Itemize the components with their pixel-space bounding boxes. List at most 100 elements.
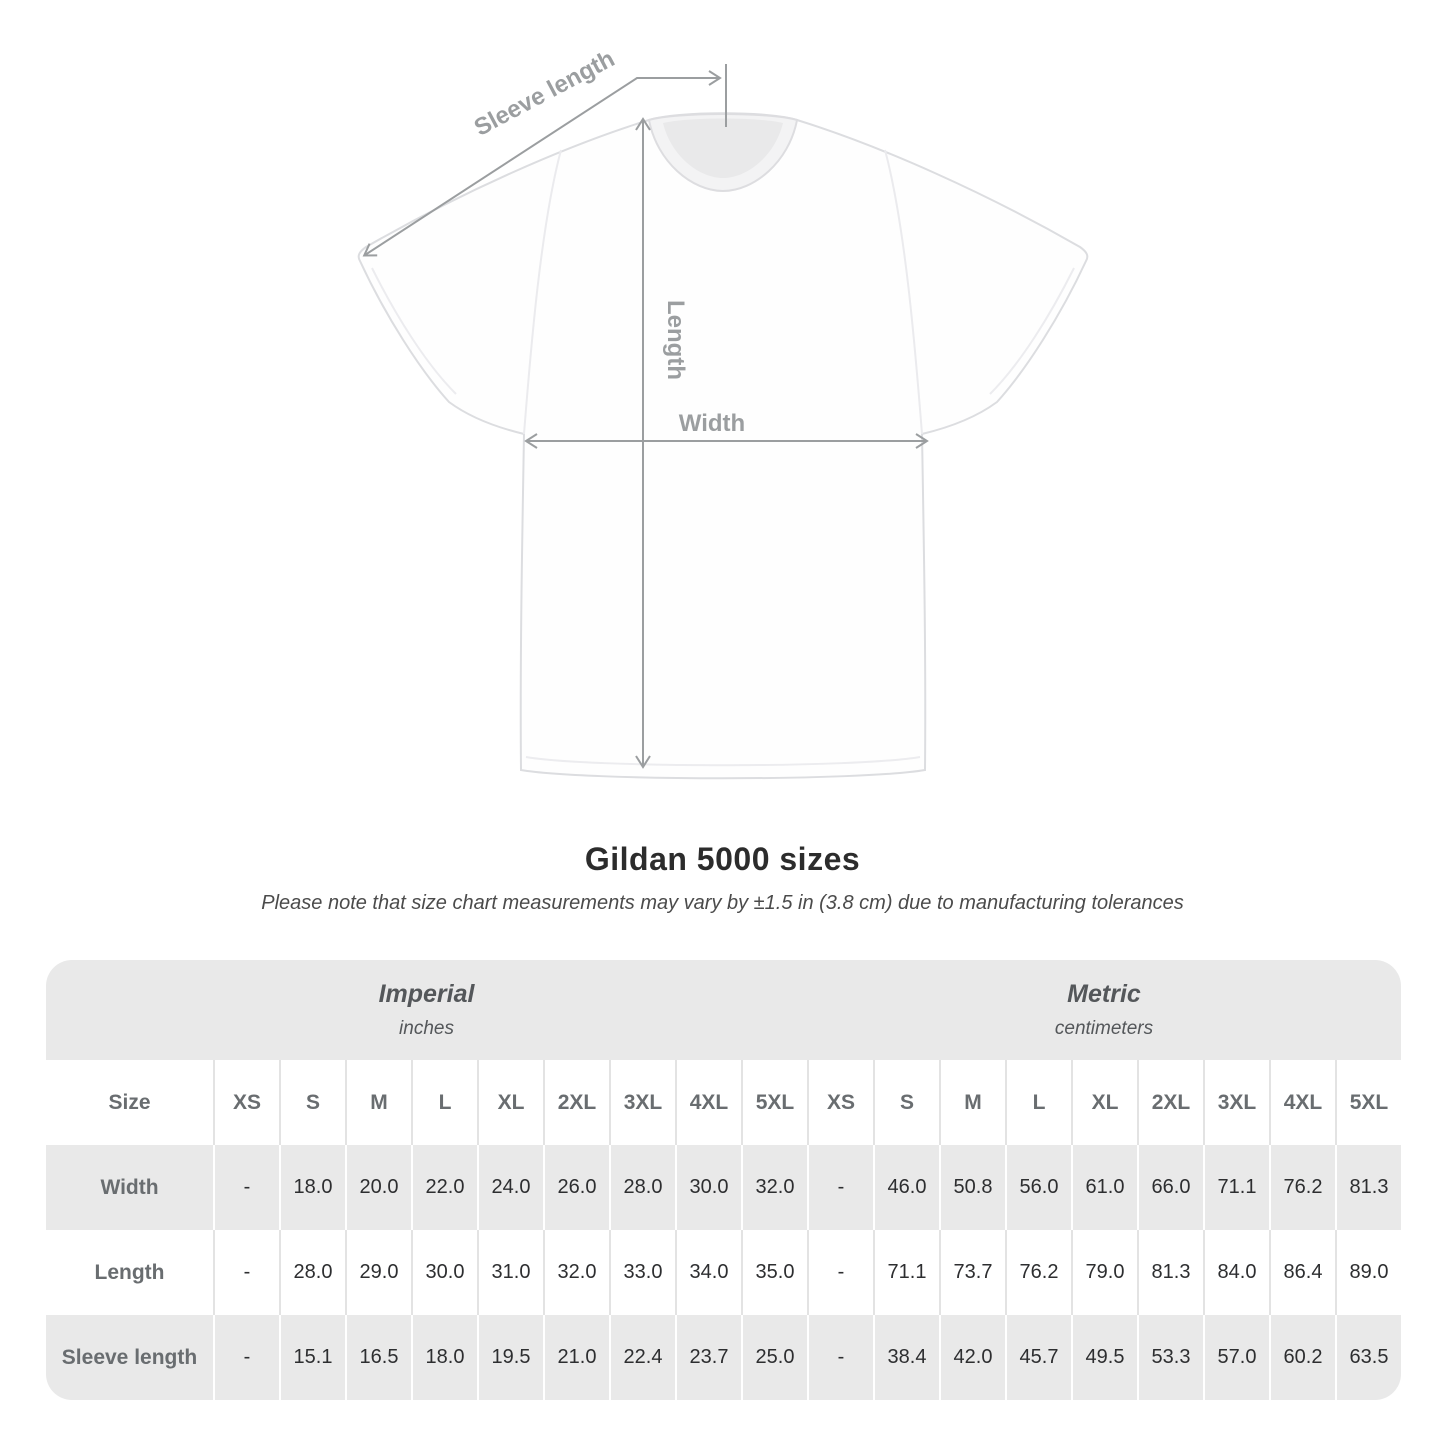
row-label: Sleeve length [61,1345,198,1369]
value-cell: 15.1 [279,1315,345,1400]
value-cell: 81.3 [1137,1230,1203,1315]
value-cell: 28.0 [279,1230,345,1315]
imperial-label: Imperial [378,980,475,1008]
value-cell: 73.7 [939,1230,1005,1315]
value-cell: 56.0 [1005,1145,1071,1230]
size-column-header-imperial-5XL: 5XL [741,1060,807,1145]
imperial-unit: inches [399,1018,454,1039]
value-cell: 33.0 [609,1230,675,1315]
value-cell: 30.0 [675,1145,741,1230]
value-cell: 76.2 [1005,1230,1071,1315]
value-cell: 38.4 [873,1315,939,1400]
value-cell: 50.8 [939,1145,1005,1230]
value-cell: 28.0 [609,1145,675,1230]
value-cell: - [213,1230,279,1315]
size-column-header-metric-XS: XS [807,1060,873,1145]
metric-unit: centimeters [1054,1018,1154,1039]
unit-header-band: Imperial inches Metric centimeters [46,960,1401,1060]
sleeve-length-arrow [362,70,722,257]
value-cell: 61.0 [1071,1145,1137,1230]
size-column-header-imperial-2XL: 2XL [543,1060,609,1145]
size-column-header-imperial-S: S [279,1060,345,1145]
value-cell: 22.4 [609,1315,675,1400]
value-cell: 32.0 [543,1230,609,1315]
value-cell: 18.0 [411,1315,477,1400]
value-cell: 53.3 [1137,1315,1203,1400]
value-cell: - [807,1145,873,1230]
value-cell: 89.0 [1335,1230,1401,1315]
value-cell: 26.0 [543,1145,609,1230]
tshirt-measurement-diagram: Sleeve length Length Width [357,45,1089,780]
value-cell: 81.3 [1335,1145,1401,1230]
value-cell: 76.2 [1269,1145,1335,1230]
page-title: Gildan 5000 sizes [584,841,861,877]
size-column-header-metric-4XL: 4XL [1269,1060,1335,1145]
size-column-header-imperial-L: L [411,1060,477,1145]
table-row-width: Width -18.0 20.0 22.0 24.0 26.0 28.0 30.0 32.0-4… [46,1145,1401,1230]
size-header-row: Size XS S M L XL 2XL 3XL 4XL 5XL XS S M L XL 2XL 3XL 4XL 5… [46,1060,1401,1145]
value-cell: 45.7 [1005,1315,1071,1400]
sleeve-hem-stitch-left [371,267,457,395]
size-column-header-metric-XL: XL [1071,1060,1137,1145]
value-cell: 22.0 [411,1145,477,1230]
size-column-header-metric-S: S [873,1060,939,1145]
size-table: Imperial inches Metric centimeters Size X… [46,960,1401,1400]
size-table-body: Width -18.0 20.0 22.0 24.0 26.0 28.0 30.0 32.0-4… [46,1145,1401,1400]
size-column-header-imperial-M: M [345,1060,411,1145]
sleeve-length-label: Sleeve length [470,45,619,141]
row-label: Length [94,1260,165,1284]
width-label: Width [679,410,745,437]
value-cell: 25.0 [741,1315,807,1400]
table-row-sleeve-length: Sleeve length -15.1 16.5 18.0 19.5 21.0 22.4 23… [46,1315,1401,1400]
size-column-header-imperial-3XL: 3XL [609,1060,675,1145]
size-column-header-metric-M: M [939,1060,1005,1145]
value-cell: 63.5 [1335,1315,1401,1400]
value-cell: 79.0 [1071,1230,1137,1315]
value-cell: 21.0 [543,1315,609,1400]
size-column-header-metric-5XL: 5XL [1335,1060,1401,1145]
tshirt-illustration [357,112,1089,780]
value-cell: 84.0 [1203,1230,1269,1315]
value-cell: 29.0 [345,1230,411,1315]
value-cell: 19.5 [477,1315,543,1400]
length-label: Length [662,300,689,380]
value-cell: 18.0 [279,1145,345,1230]
value-cell: 57.0 [1203,1315,1269,1400]
value-cell: 34.0 [675,1230,741,1315]
size-column-header-metric-L: L [1005,1060,1071,1145]
value-cell: 35.0 [741,1230,807,1315]
metric-unit-group: Metric centimeters [807,960,1401,1060]
value-cell: 30.0 [411,1230,477,1315]
size-header-label: Size [108,1090,151,1114]
size-column-header-imperial-XL: XL [477,1060,543,1145]
value-cell: - [807,1315,873,1400]
size-column-header-imperial-XS: XS [213,1060,279,1145]
imperial-unit-group: Imperial inches [46,960,807,1060]
size-column-header-metric-2XL: 2XL [1137,1060,1203,1145]
value-cell: 60.2 [1269,1315,1335,1400]
table-row-length: Length -28.0 29.0 30.0 31.0 32.0 33.0 34.0 35.0-… [46,1230,1401,1315]
size-column-header-imperial-4XL: 4XL [675,1060,741,1145]
size-column-header-metric-3XL: 3XL [1203,1060,1269,1145]
row-label: Width [100,1175,159,1199]
value-cell: 46.0 [873,1145,939,1230]
value-cell: 20.0 [345,1145,411,1230]
value-cell: 32.0 [741,1145,807,1230]
value-cell: - [807,1230,873,1315]
value-cell: 86.4 [1269,1230,1335,1315]
value-cell: 71.1 [1203,1145,1269,1230]
measurement-arrows [362,64,929,769]
value-cell: 66.0 [1137,1145,1203,1230]
metric-label: Metric [1067,980,1141,1008]
value-cell: 16.5 [345,1315,411,1400]
tshirt-body [357,112,1089,780]
bottom-hem-stitch [525,756,921,767]
value-cell: 49.5 [1071,1315,1137,1400]
value-cell: 31.0 [477,1230,543,1315]
value-cell: 71.1 [873,1230,939,1315]
value-cell: 42.0 [939,1315,1005,1400]
sleeve-hem-stitch-right [989,267,1075,395]
value-cell: - [213,1315,279,1400]
tolerance-note: Please note that size chart measurements… [261,892,1184,914]
